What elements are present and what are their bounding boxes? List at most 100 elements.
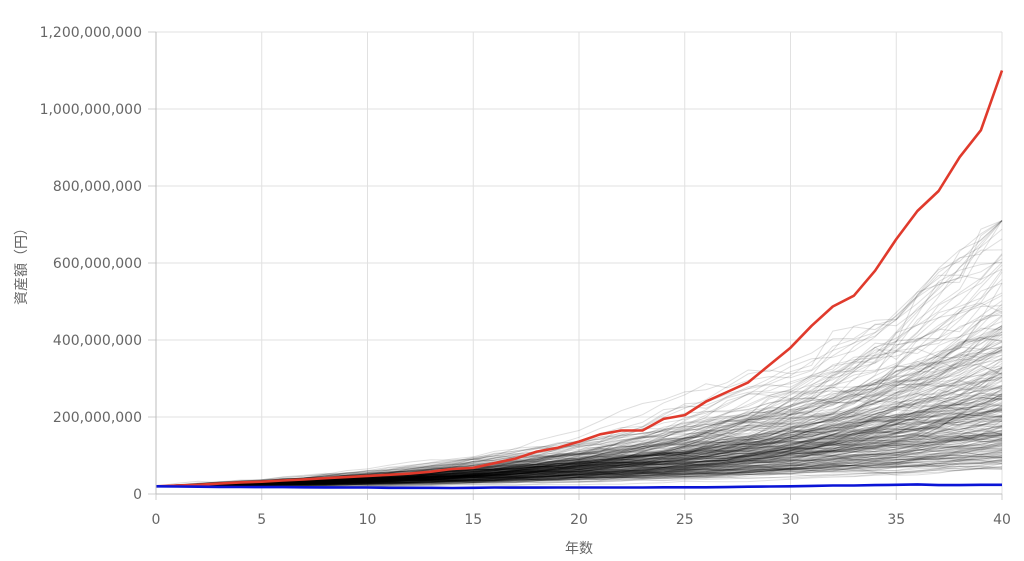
x-tick-label: 40 [993,512,1011,528]
simulation-path [156,372,1003,487]
simulation-path [155,282,1003,487]
simulation-path [155,439,1003,487]
simulation-path [155,420,1003,487]
simulation-path [155,396,1003,487]
simulation-path [155,435,1003,487]
simulation-path [155,306,1003,487]
simulation-path [156,431,1003,487]
y-tick-label: 0 [133,487,142,503]
simulation-path [156,419,1003,487]
simulation-path [155,439,1003,487]
simulation-path [155,269,1003,487]
simulation-path [155,444,1003,487]
simulation-path [155,466,1003,487]
simulation-path [155,434,1003,487]
simulation-path [155,352,1003,487]
simulation-path [155,420,1003,487]
simulation-path [155,351,1003,487]
simulation-path [155,420,1003,488]
simulation-path [155,405,1003,487]
simulation-path [155,410,1003,487]
simulation-path [155,458,1003,488]
simulation-path [155,391,1003,487]
simulation-path [155,377,1003,488]
simulation-path [155,416,1003,487]
simulation-path [155,463,1003,488]
x-tick-label: 25 [676,512,694,528]
simulation-path [156,438,1003,487]
simulation-path [155,416,1003,487]
simulation-path [155,447,1003,488]
simulation-path [155,445,1003,487]
simulation-path [155,395,1003,487]
simulation-path [155,386,1003,487]
simulation-path [155,388,1003,487]
simulation-path [155,430,1003,488]
simulation-path [155,433,1003,487]
simulation-path [155,392,1003,487]
simulation-path [155,350,1003,487]
simulation-path [155,414,1003,487]
x-tick-label: 20 [570,512,588,528]
simulation-path [155,404,1003,487]
simulation-path [155,463,1003,487]
simulation-path [155,388,1003,487]
simulation-path [155,414,1003,487]
simulation-path [155,462,1003,487]
simulation-path [155,433,1003,487]
simulation-path [155,411,1003,487]
simulation-path [155,392,1003,487]
simulation-path [155,450,1003,488]
simulation-path [155,420,1003,488]
simulation-path [155,401,1003,487]
simulation-path [155,349,1003,488]
simulation-path [155,454,1003,488]
simulation-path [155,452,1003,487]
simulation-path [155,398,1003,487]
simulation-path [155,386,1003,487]
simulation-path [155,460,1003,487]
simulation-path [155,451,1003,488]
simulation-path [155,365,1003,487]
simulation-path [155,414,1003,487]
simulation-path [156,331,1003,487]
simulation-path [155,468,1003,488]
simulation-path [155,460,1003,488]
simulation-path [155,368,1003,487]
simulation-path [155,459,1003,487]
simulation-path [155,450,1003,487]
best-case-line [155,70,1004,488]
simulation-path [155,401,1003,487]
simulation-path [155,440,1003,487]
simulation-path [155,438,1003,487]
simulation-path [156,429,1003,487]
simulation-path [155,389,1003,488]
x-tick-label: 10 [359,512,377,528]
simulation-path [155,466,1003,487]
simulation-path [155,453,1003,487]
simulation-path [155,402,1003,487]
simulation-path [155,407,1003,487]
simulation-path [155,453,1003,487]
simulation-path [155,456,1003,488]
simulation-path [155,425,1003,487]
simulation-path [155,447,1003,487]
simulation-path [155,405,1003,487]
simulation-path [155,437,1003,487]
simulation-path [155,423,1003,488]
simulation-path [155,376,1003,487]
simulation-path [155,384,1003,487]
simulation-path [155,414,1003,487]
simulation-path [155,445,1003,487]
simulation-path [155,372,1003,487]
simulation-path [155,426,1003,487]
simulation-path [155,443,1003,487]
simulation-path [155,379,1003,487]
simulation-path [155,409,1003,487]
simulation-path [155,451,1003,487]
simulation-path [155,410,1003,487]
simulation-path [155,436,1003,487]
simulation-path [155,220,1003,487]
simulation-path [155,220,1003,487]
y-tick-label: 400,000,000 [53,333,142,349]
